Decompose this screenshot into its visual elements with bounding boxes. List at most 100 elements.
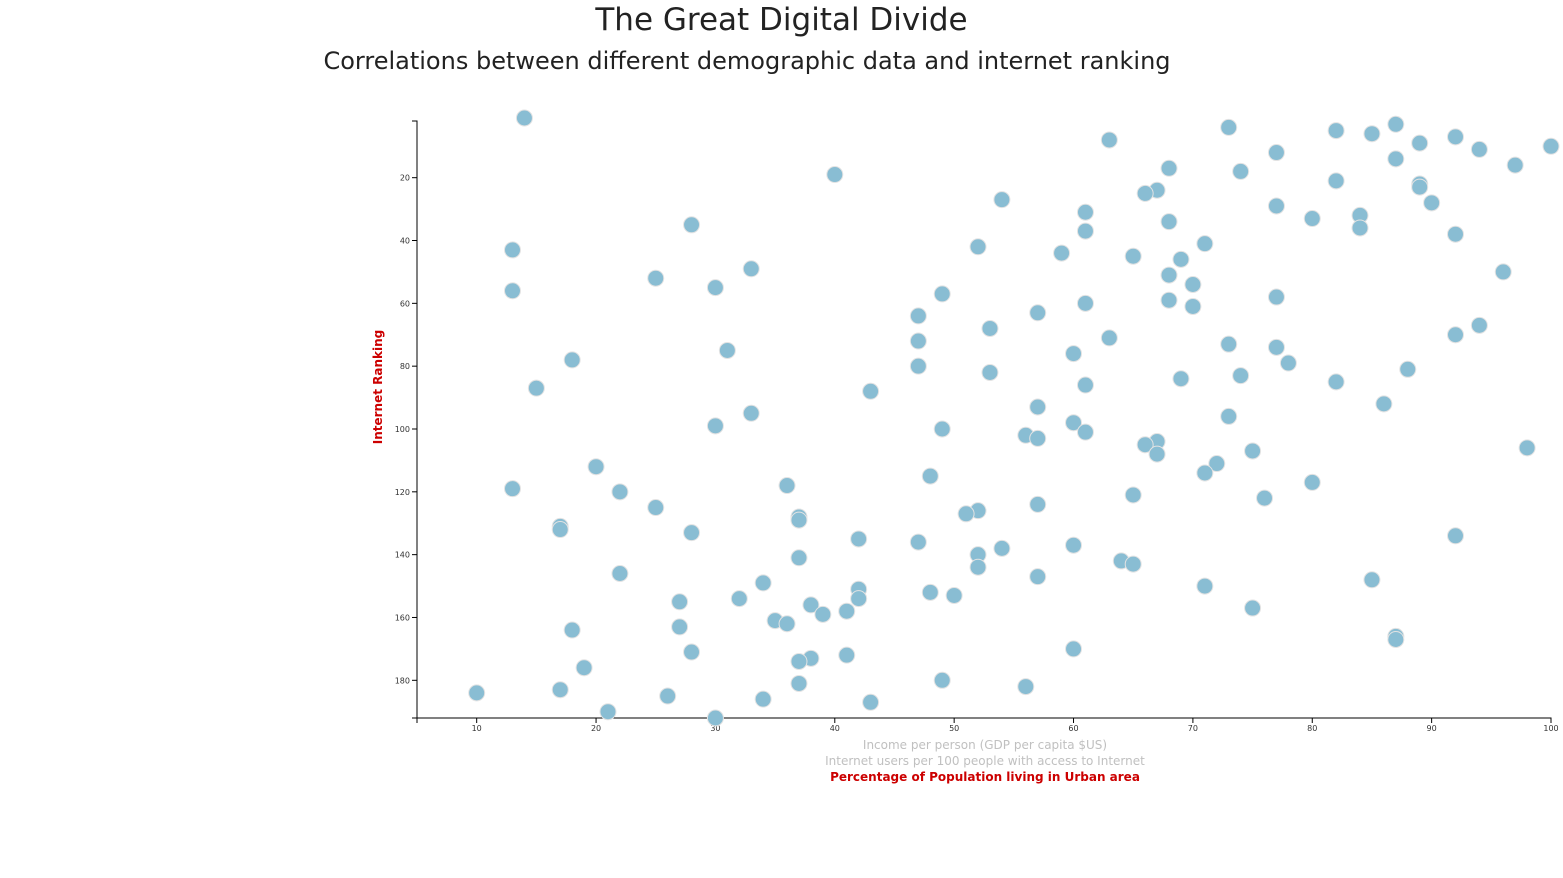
- data-point[interactable]: [671, 618, 689, 636]
- data-point[interactable]: [754, 574, 772, 592]
- data-point[interactable]: [1363, 571, 1381, 589]
- data-point[interactable]: [790, 511, 808, 529]
- data-point[interactable]: [706, 417, 724, 435]
- data-point[interactable]: [993, 191, 1011, 209]
- data-point[interactable]: [1184, 297, 1202, 315]
- data-point[interactable]: [1447, 326, 1465, 344]
- data-point[interactable]: [981, 319, 999, 337]
- data-point[interactable]: [981, 363, 999, 381]
- data-point[interactable]: [1351, 219, 1369, 237]
- data-point[interactable]: [1447, 128, 1465, 146]
- data-point[interactable]: [1029, 304, 1047, 322]
- data-point[interactable]: [1244, 599, 1262, 617]
- x-axis-label-option[interactable]: Income per person (GDP per capita $US): [863, 738, 1107, 752]
- data-point[interactable]: [1029, 495, 1047, 513]
- data-point[interactable]: [683, 643, 701, 661]
- data-point[interactable]: [790, 549, 808, 567]
- data-point[interactable]: [1208, 455, 1226, 473]
- data-point[interactable]: [1303, 473, 1321, 491]
- data-point[interactable]: [1494, 263, 1512, 281]
- data-point[interactable]: [1447, 225, 1465, 243]
- data-point[interactable]: [563, 351, 581, 369]
- data-point[interactable]: [1124, 247, 1142, 265]
- data-point[interactable]: [1184, 275, 1202, 293]
- data-point[interactable]: [1232, 367, 1250, 385]
- data-point[interactable]: [551, 681, 569, 699]
- data-point[interactable]: [969, 558, 987, 576]
- data-point[interactable]: [1076, 423, 1094, 441]
- data-point[interactable]: [551, 521, 569, 539]
- data-point[interactable]: [1399, 360, 1417, 378]
- data-point[interactable]: [1256, 489, 1274, 507]
- data-point[interactable]: [563, 621, 581, 639]
- data-point[interactable]: [1267, 338, 1285, 356]
- data-point[interactable]: [1076, 222, 1094, 240]
- data-point[interactable]: [850, 590, 868, 608]
- data-point[interactable]: [1029, 429, 1047, 447]
- data-point[interactable]: [515, 109, 533, 127]
- data-point[interactable]: [575, 659, 593, 677]
- data-point[interactable]: [862, 382, 880, 400]
- data-point[interactable]: [1065, 536, 1083, 554]
- data-point[interactable]: [909, 332, 927, 350]
- data-point[interactable]: [1053, 244, 1071, 262]
- data-point[interactable]: [1267, 197, 1285, 215]
- data-point[interactable]: [838, 602, 856, 620]
- data-point[interactable]: [718, 341, 736, 359]
- data-point[interactable]: [1518, 439, 1536, 457]
- data-point[interactable]: [838, 646, 856, 664]
- data-point[interactable]: [671, 593, 689, 611]
- data-point[interactable]: [1196, 577, 1214, 595]
- data-point[interactable]: [1148, 445, 1166, 463]
- y-axis-label[interactable]: Internet Ranking: [371, 330, 385, 445]
- data-point[interactable]: [587, 458, 605, 476]
- data-point[interactable]: [862, 693, 880, 711]
- data-point[interactable]: [1076, 294, 1094, 312]
- data-point[interactable]: [1124, 486, 1142, 504]
- data-point[interactable]: [1124, 555, 1142, 573]
- data-point[interactable]: [814, 605, 832, 623]
- data-point[interactable]: [1029, 398, 1047, 416]
- data-point[interactable]: [1542, 137, 1560, 155]
- data-point[interactable]: [909, 533, 927, 551]
- data-point[interactable]: [1172, 250, 1190, 268]
- data-point[interactable]: [826, 166, 844, 184]
- data-point[interactable]: [1267, 144, 1285, 162]
- data-point[interactable]: [945, 586, 963, 604]
- data-point[interactable]: [1470, 140, 1488, 158]
- data-point[interactable]: [1160, 291, 1178, 309]
- data-point[interactable]: [1065, 640, 1083, 658]
- data-point[interactable]: [683, 524, 701, 542]
- data-point[interactable]: [1160, 159, 1178, 177]
- data-point[interactable]: [1327, 172, 1345, 190]
- data-point[interactable]: [1100, 131, 1118, 149]
- data-point[interactable]: [1220, 118, 1238, 136]
- data-point[interactable]: [730, 590, 748, 608]
- data-point[interactable]: [921, 583, 939, 601]
- data-point[interactable]: [1244, 442, 1262, 460]
- data-point[interactable]: [1220, 407, 1238, 425]
- data-point[interactable]: [1065, 345, 1083, 363]
- data-point[interactable]: [850, 530, 868, 548]
- data-point[interactable]: [1423, 194, 1441, 212]
- data-point[interactable]: [503, 480, 521, 498]
- data-point[interactable]: [1387, 150, 1405, 168]
- data-point[interactable]: [611, 564, 629, 582]
- data-point[interactable]: [802, 596, 820, 614]
- data-point[interactable]: [754, 690, 772, 708]
- data-point[interactable]: [1160, 213, 1178, 231]
- data-point[interactable]: [1267, 288, 1285, 306]
- data-point[interactable]: [647, 269, 665, 287]
- data-point[interactable]: [1065, 414, 1083, 432]
- data-point[interactable]: [1029, 568, 1047, 586]
- data-point[interactable]: [1017, 678, 1035, 696]
- data-point[interactable]: [599, 703, 617, 721]
- data-point[interactable]: [1100, 329, 1118, 347]
- data-point[interactable]: [909, 357, 927, 375]
- data-point[interactable]: [969, 238, 987, 256]
- data-point[interactable]: [921, 467, 939, 485]
- data-point[interactable]: [1232, 162, 1250, 180]
- data-point[interactable]: [706, 279, 724, 297]
- data-point[interactable]: [1447, 527, 1465, 545]
- data-point[interactable]: [1327, 373, 1345, 391]
